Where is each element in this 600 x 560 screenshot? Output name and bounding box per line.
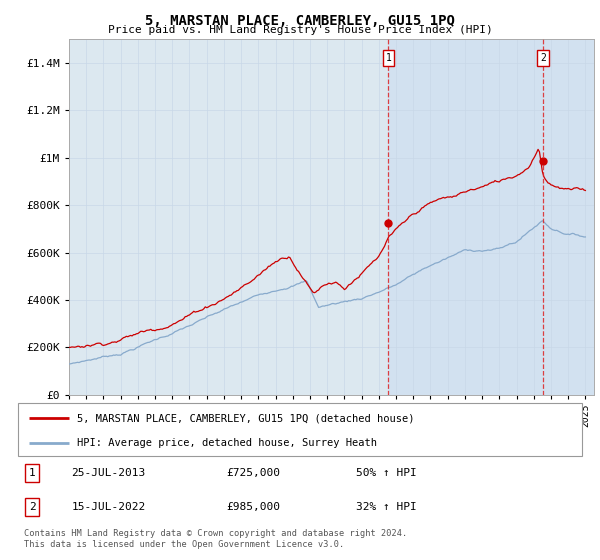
Text: 50% ↑ HPI: 50% ↑ HPI	[356, 468, 417, 478]
Bar	[388, 39, 594, 395]
Text: 1: 1	[386, 53, 391, 63]
Text: 2: 2	[540, 53, 546, 63]
Text: Contains HM Land Registry data © Crown copyright and database right 2024.
This d: Contains HM Land Registry data © Crown c…	[24, 529, 407, 549]
Text: 5, MARSTAN PLACE, CAMBERLEY, GU15 1PQ: 5, MARSTAN PLACE, CAMBERLEY, GU15 1PQ	[145, 14, 455, 28]
Text: Price paid vs. HM Land Registry's House Price Index (HPI): Price paid vs. HM Land Registry's House …	[107, 25, 493, 35]
Text: 2: 2	[29, 502, 35, 512]
Text: HPI: Average price, detached house, Surrey Heath: HPI: Average price, detached house, Surr…	[77, 438, 377, 448]
Text: 1: 1	[29, 468, 35, 478]
FancyBboxPatch shape	[18, 403, 582, 456]
Text: 5, MARSTAN PLACE, CAMBERLEY, GU15 1PQ (detached house): 5, MARSTAN PLACE, CAMBERLEY, GU15 1PQ (d…	[77, 413, 415, 423]
Text: 32% ↑ HPI: 32% ↑ HPI	[356, 502, 417, 512]
Text: 25-JUL-2013: 25-JUL-2013	[71, 468, 146, 478]
Text: £985,000: £985,000	[227, 502, 281, 512]
Text: 15-JUL-2022: 15-JUL-2022	[71, 502, 146, 512]
Text: £725,000: £725,000	[227, 468, 281, 478]
